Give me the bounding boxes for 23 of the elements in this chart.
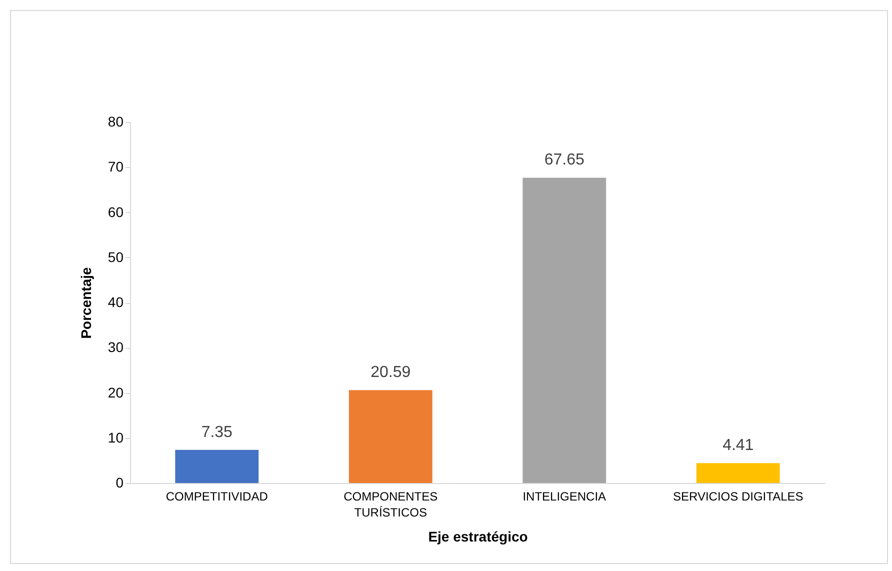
x-axis-title: Eje estratégico: [428, 528, 528, 544]
x-tick-label: COMPONENTES TURÍSTICOS: [344, 490, 438, 520]
bar: [522, 178, 606, 483]
y-tick-label: 30: [108, 339, 124, 356]
data-label: 67.65: [544, 152, 584, 169]
bar: [348, 390, 432, 483]
y-tick-label: 50: [108, 248, 124, 265]
y-tick-label: 20: [108, 384, 124, 400]
x-tick-label: SERVICIOS DIGITALES: [672, 490, 804, 504]
y-tick-label: 40: [108, 294, 124, 310]
data-label: 4.41: [722, 437, 754, 454]
y-tick-label: 60: [108, 204, 124, 220]
y-tick-label: 0: [116, 474, 124, 490]
x-tick-label: COMPETITIVIDAD: [166, 490, 268, 504]
y-tick-label: 70: [108, 158, 124, 175]
y-tick-label: 10: [108, 429, 124, 446]
bar: [175, 450, 259, 483]
y-tick-label: 80: [108, 114, 124, 130]
data-label: 7.35: [201, 424, 233, 441]
x-tick-label: INTELIGENCIA: [522, 490, 606, 504]
y-axis-title: Porcentaje: [78, 266, 94, 339]
bar: [696, 463, 780, 483]
data-label: 20.59: [370, 364, 411, 382]
